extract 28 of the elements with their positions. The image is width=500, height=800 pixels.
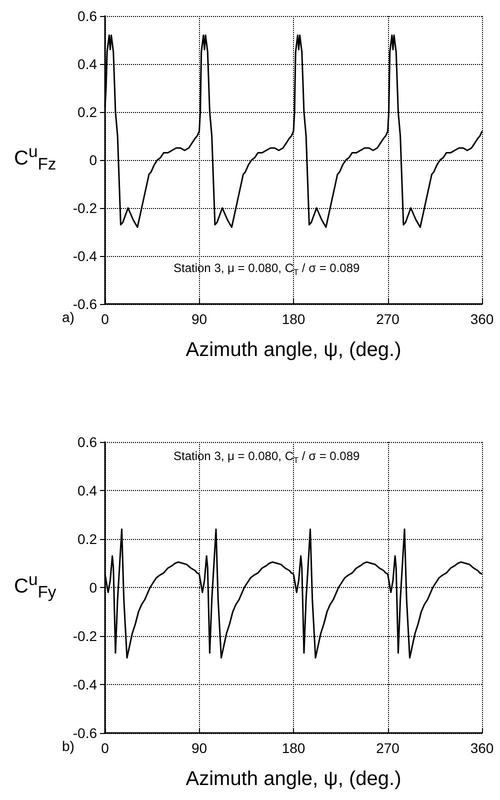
y-tick-label: 0.2 <box>78 531 98 547</box>
x-tick-label: 180 <box>282 740 306 756</box>
x-tick-label: 0 <box>101 740 110 756</box>
y-tick-label: 0.6 <box>78 434 98 450</box>
y-tick-label: -0.4 <box>72 676 98 692</box>
x-axis-title: Azimuth angle, ψ, (deg.) <box>186 339 402 361</box>
x-tick-label: 0 <box>101 311 110 327</box>
y-tick-label: -0.4 <box>72 248 98 264</box>
y-tick-label: 0.4 <box>78 56 98 72</box>
y-tick-label: 0.2 <box>78 104 98 120</box>
y-tick-label: -0.6 <box>72 296 98 312</box>
y-tick-label: 0.4 <box>78 482 98 498</box>
y-tick-label: 0 <box>89 152 98 168</box>
y-tick-label: -0.2 <box>72 628 98 644</box>
y-tick-label: 0 <box>89 580 98 596</box>
text: b) <box>62 738 74 754</box>
text: a) <box>62 309 74 325</box>
x-tick-label: 360 <box>470 740 494 756</box>
x-tick-label: 90 <box>191 311 208 327</box>
x-tick-label: 270 <box>376 740 400 756</box>
x-tick-label: 90 <box>191 740 208 756</box>
x-tick-label: 270 <box>376 311 400 327</box>
x-tick-label: 180 <box>282 311 306 327</box>
y-tick-label: -0.6 <box>72 725 98 741</box>
x-axis-title: Azimuth angle, ψ, (deg.) <box>186 768 402 790</box>
y-tick-label: -0.2 <box>72 200 98 216</box>
y-tick-label: 0.6 <box>78 8 98 24</box>
x-tick-label: 360 <box>470 311 494 327</box>
